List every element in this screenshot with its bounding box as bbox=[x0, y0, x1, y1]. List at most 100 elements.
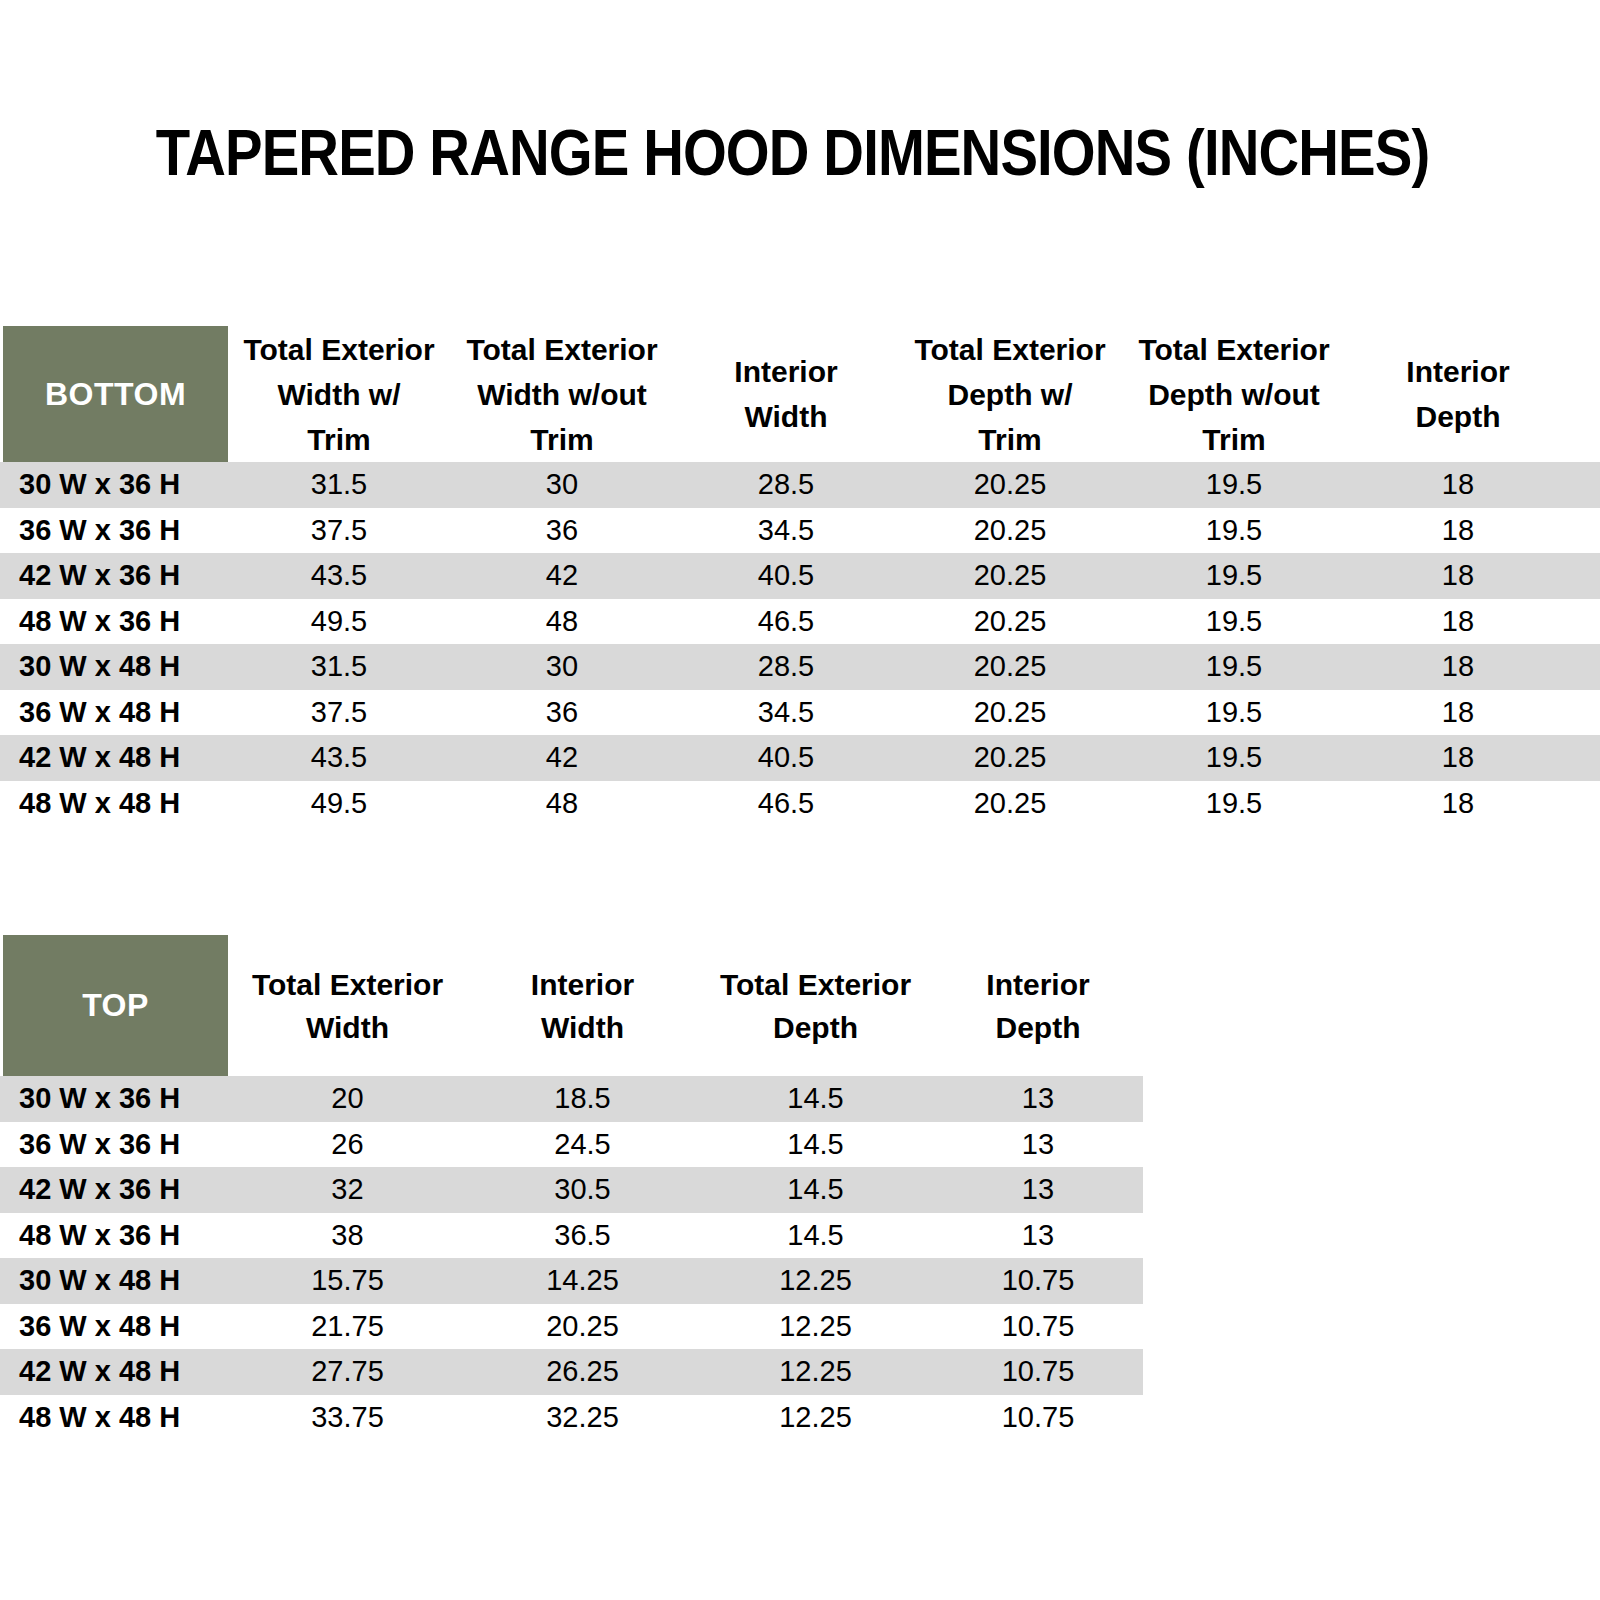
cell-value: 30.5 bbox=[467, 1173, 698, 1206]
column-header-line: Width bbox=[541, 1006, 624, 1049]
cell-value: 19.5 bbox=[1122, 514, 1346, 547]
table-row: 48 W x 36 H3836.514.513 bbox=[0, 1213, 1143, 1259]
column-header: Total ExteriorWidth w/outTrim bbox=[450, 327, 674, 462]
cell-value: 36 bbox=[450, 514, 674, 547]
cell-value: 12.25 bbox=[698, 1401, 933, 1434]
cell-value: 43.5 bbox=[228, 559, 450, 592]
column-header: Total ExteriorDepth w/Trim bbox=[898, 327, 1122, 462]
cell-value: 34.5 bbox=[674, 514, 898, 547]
cell-value: 46.5 bbox=[674, 605, 898, 638]
cell-value: 19.5 bbox=[1122, 787, 1346, 820]
cell-value: 49.5 bbox=[228, 605, 450, 638]
cell-value: 19.5 bbox=[1122, 741, 1346, 774]
column-header-line: Depth bbox=[996, 1006, 1081, 1049]
row-label: 30 W x 48 H bbox=[0, 650, 228, 683]
cell-value: 40.5 bbox=[674, 741, 898, 774]
cell-value: 18 bbox=[1346, 787, 1570, 820]
table-row: 36 W x 48 H21.7520.2512.2510.75 bbox=[0, 1304, 1143, 1350]
column-header-line: Total Exterior bbox=[243, 327, 434, 372]
column-header: InteriorDepth bbox=[1346, 349, 1570, 439]
cell-value: 18 bbox=[1346, 514, 1570, 547]
row-label: 42 W x 48 H bbox=[0, 741, 228, 774]
cell-value: 21.75 bbox=[228, 1310, 467, 1343]
cell-value: 14.5 bbox=[698, 1219, 933, 1252]
column-header-line: Trim bbox=[978, 417, 1041, 462]
cell-value: 20.25 bbox=[898, 741, 1122, 774]
cell-value: 14.25 bbox=[467, 1264, 698, 1297]
column-header-line: Depth w/ bbox=[948, 372, 1073, 417]
table-corner-cell: TOP bbox=[3, 935, 228, 1076]
cell-value: 19.5 bbox=[1122, 650, 1346, 683]
row-label: 48 W x 48 H bbox=[0, 1401, 228, 1434]
column-header-line: Total Exterior bbox=[914, 327, 1105, 372]
cell-value: 19.5 bbox=[1122, 696, 1346, 729]
cell-value: 20 bbox=[228, 1082, 467, 1115]
page-title-text: TAPERED RANGE HOOD DIMENSIONS (INCHES) bbox=[156, 116, 1429, 190]
table-row: 42 W x 48 H43.54240.520.2519.518 bbox=[0, 735, 1600, 781]
column-header-line: Trim bbox=[1202, 417, 1265, 462]
cell-value: 49.5 bbox=[228, 787, 450, 820]
cell-value: 14.5 bbox=[698, 1173, 933, 1206]
column-header-line: Interior bbox=[734, 349, 837, 394]
table-row: 36 W x 48 H37.53634.520.2519.518 bbox=[0, 690, 1600, 736]
cell-value: 24.5 bbox=[467, 1128, 698, 1161]
column-header-line: Depth bbox=[1416, 394, 1501, 439]
column-header-line: Interior bbox=[986, 963, 1089, 1006]
column-header-line: Width bbox=[744, 394, 827, 439]
bottom-dimensions-table: BOTTOMTotal ExteriorWidth w/TrimTotal Ex… bbox=[0, 326, 1600, 826]
column-header: InteriorWidth bbox=[674, 349, 898, 439]
cell-value: 26.25 bbox=[467, 1355, 698, 1388]
table-row: 48 W x 48 H33.7532.2512.2510.75 bbox=[0, 1395, 1143, 1441]
table-row: 42 W x 36 H43.54240.520.2519.518 bbox=[0, 553, 1600, 599]
cell-value: 34.5 bbox=[674, 696, 898, 729]
cell-value: 13 bbox=[933, 1128, 1143, 1161]
cell-value: 40.5 bbox=[674, 559, 898, 592]
cell-value: 28.5 bbox=[674, 650, 898, 683]
column-header-line: Total Exterior bbox=[1138, 327, 1329, 372]
column-header-line: Total Exterior bbox=[252, 963, 443, 1006]
row-label: 48 W x 48 H bbox=[0, 787, 228, 820]
row-label: 36 W x 48 H bbox=[0, 696, 228, 729]
table-row: 48 W x 36 H49.54846.520.2519.518 bbox=[0, 599, 1600, 645]
table-header-row: TOPTotal ExteriorWidthInteriorWidthTotal… bbox=[0, 935, 1143, 1076]
row-label: 30 W x 36 H bbox=[0, 1082, 228, 1115]
cell-value: 30 bbox=[450, 650, 674, 683]
cell-value: 42 bbox=[450, 741, 674, 774]
cell-value: 19.5 bbox=[1122, 468, 1346, 501]
cell-value: 14.5 bbox=[698, 1082, 933, 1115]
column-header-line: Total Exterior bbox=[466, 327, 657, 372]
cell-value: 15.75 bbox=[228, 1264, 467, 1297]
cell-value: 13 bbox=[933, 1173, 1143, 1206]
cell-value: 31.5 bbox=[228, 650, 450, 683]
cell-value: 36 bbox=[450, 696, 674, 729]
column-header: Total ExteriorWidth bbox=[228, 963, 467, 1049]
cell-value: 10.75 bbox=[933, 1401, 1143, 1434]
cell-value: 19.5 bbox=[1122, 559, 1346, 592]
column-header-line: Trim bbox=[530, 417, 593, 462]
row-label: 36 W x 36 H bbox=[0, 514, 228, 547]
table-corner-label: BOTTOM bbox=[45, 376, 186, 413]
table-row: 30 W x 36 H2018.514.513 bbox=[0, 1076, 1143, 1122]
row-label: 42 W x 36 H bbox=[0, 1173, 228, 1206]
cell-value: 18 bbox=[1346, 605, 1570, 638]
top-dimensions-table: TOPTotal ExteriorWidthInteriorWidthTotal… bbox=[0, 935, 1143, 1440]
cell-value: 27.75 bbox=[228, 1355, 467, 1388]
cell-value: 38 bbox=[228, 1219, 467, 1252]
table-row: 48 W x 48 H49.54846.520.2519.518 bbox=[0, 781, 1600, 827]
cell-value: 10.75 bbox=[933, 1355, 1143, 1388]
table-corner-label: TOP bbox=[82, 987, 149, 1024]
table-row: 42 W x 36 H3230.514.513 bbox=[0, 1167, 1143, 1213]
column-header-line: Depth w/out bbox=[1148, 372, 1320, 417]
column-header-line: Trim bbox=[307, 417, 370, 462]
row-label: 30 W x 48 H bbox=[0, 1264, 228, 1297]
row-label: 42 W x 36 H bbox=[0, 559, 228, 592]
table-row: 30 W x 48 H31.53028.520.2519.518 bbox=[0, 644, 1600, 690]
row-label: 30 W x 36 H bbox=[0, 468, 228, 501]
column-header-line: Width bbox=[306, 1006, 389, 1049]
cell-value: 19.5 bbox=[1122, 605, 1346, 638]
cell-value: 13 bbox=[933, 1219, 1143, 1252]
cell-value: 48 bbox=[450, 605, 674, 638]
cell-value: 20.25 bbox=[898, 605, 1122, 638]
cell-value: 20.25 bbox=[898, 650, 1122, 683]
table-row: 30 W x 36 H31.53028.520.2519.518 bbox=[0, 462, 1600, 508]
